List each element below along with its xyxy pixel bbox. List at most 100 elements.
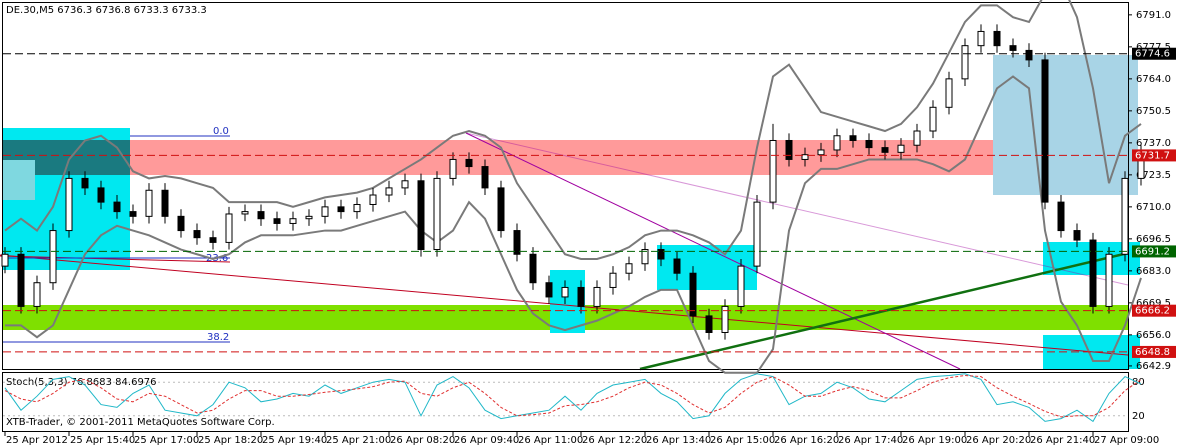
candle-body xyxy=(529,253,537,284)
x-tick-label: 25 Apr 15:40 xyxy=(70,435,135,446)
level-label: 6648.8 xyxy=(1135,347,1170,358)
candle-body xyxy=(1073,230,1081,241)
level-label: 6666.2 xyxy=(1135,306,1170,317)
candle-body xyxy=(545,282,553,298)
candle-body xyxy=(609,272,617,288)
candle-body xyxy=(321,206,329,217)
candle-body xyxy=(785,139,793,160)
candle-body xyxy=(33,282,41,307)
y-tick-label: 6777.5 xyxy=(1136,42,1171,53)
level-label: 6731.7 xyxy=(1135,150,1170,161)
candle-body xyxy=(513,230,521,255)
x-tick-label: 26 Apr 13:40 xyxy=(646,435,711,446)
candle-body xyxy=(241,211,249,215)
bollinger-band xyxy=(4,0,1142,261)
x-tick-label: 26 Apr 08:20 xyxy=(390,435,455,446)
candle-body xyxy=(1,253,9,267)
candle-body xyxy=(449,158,457,179)
candle-body xyxy=(1041,59,1049,203)
level-label: 6774.6 xyxy=(1135,49,1170,60)
candle-body xyxy=(401,180,409,189)
x-tick-label: 25 Apr 17:00 xyxy=(134,435,199,446)
stoch-pane-frame xyxy=(2,372,1129,432)
candle-body xyxy=(769,139,777,203)
y-tick-label: 6764.0 xyxy=(1136,74,1171,85)
candle-body xyxy=(369,194,377,205)
x-tick-label: 25 Apr 2012 xyxy=(6,435,68,446)
candle-body xyxy=(17,253,25,307)
level-label-box xyxy=(1132,345,1176,358)
candle-body xyxy=(1057,201,1065,232)
stoch-line xyxy=(4,373,1142,423)
candle-body xyxy=(817,149,825,156)
candle-body xyxy=(129,211,137,217)
candle-body xyxy=(289,218,297,224)
candle-body xyxy=(881,147,889,153)
credit: XTB-Trader, © 2001-2011 MetaQuotes Softw… xyxy=(6,417,275,428)
candle-body xyxy=(897,144,905,153)
candle-body xyxy=(577,286,585,307)
y-tick-label: 6669.5 xyxy=(1136,298,1171,309)
candle-body xyxy=(673,258,681,274)
candle-body xyxy=(257,211,265,220)
candle-body xyxy=(689,272,697,317)
x-tick-label: 26 Apr 17:40 xyxy=(838,435,903,446)
x-tick-label: 26 Apr 19:00 xyxy=(902,435,967,446)
candle-body xyxy=(993,30,1001,47)
candle-body xyxy=(161,189,169,217)
y-tick-label: 6737.0 xyxy=(1136,138,1171,149)
candle-body xyxy=(481,166,489,189)
candle-body xyxy=(849,135,857,141)
candle-body xyxy=(961,45,969,80)
chart-title: DE.30,M5 6736.3 6736.8 6733.3 6733.3 xyxy=(6,5,207,16)
trend-line xyxy=(0,254,1129,356)
resistance-zone xyxy=(130,140,1128,175)
candle-body xyxy=(97,187,105,203)
x-tick-label: 26 Apr 21:40 xyxy=(1030,435,1095,446)
candle-body xyxy=(177,215,185,232)
candle-body xyxy=(337,206,345,213)
y-tick-label: 6683.0 xyxy=(1136,266,1171,277)
bollinger-band xyxy=(5,75,1142,374)
fib-label: 38.2 xyxy=(207,332,229,343)
candle-body xyxy=(65,177,73,232)
candle-body xyxy=(945,78,953,108)
level-label-box xyxy=(1132,47,1176,60)
candle-body xyxy=(929,106,937,132)
candle-body xyxy=(1089,239,1097,307)
candle-body xyxy=(1121,177,1129,255)
candle-body xyxy=(913,130,921,146)
y-tick-label: 6656.0 xyxy=(1136,330,1171,341)
x-tick-label: 26 Apr 16:20 xyxy=(774,435,839,446)
stoch-line xyxy=(4,374,1142,418)
y-tick-label: 6696.5 xyxy=(1136,234,1171,245)
candle-body xyxy=(977,30,985,47)
x-tick-label: 26 Apr 20:20 xyxy=(966,435,1031,446)
candle-body xyxy=(753,201,761,267)
candle-body xyxy=(305,215,313,220)
x-tick-label: 26 Apr 15:00 xyxy=(710,435,775,446)
y-tick-label: 6750.5 xyxy=(1136,106,1171,117)
level-label: 6691.2 xyxy=(1135,246,1170,257)
stoch-tick-label: 20 xyxy=(1132,411,1145,422)
candle-body xyxy=(1105,253,1113,307)
target-box xyxy=(993,55,1138,195)
trend-line xyxy=(0,255,231,263)
y-tick-label: 6791.0 xyxy=(1136,10,1171,21)
x-tick-label: 25 Apr 19:40 xyxy=(262,435,327,446)
candle-body xyxy=(81,177,89,189)
candle-body xyxy=(433,177,441,251)
candle-body xyxy=(497,187,505,232)
candle-body xyxy=(353,203,361,213)
candle-body xyxy=(625,263,633,274)
x-tick-label: 26 Apr 09:40 xyxy=(454,435,519,446)
candle-body xyxy=(1025,49,1033,61)
candle-body xyxy=(49,230,57,284)
candle-body xyxy=(833,135,841,151)
candle-body xyxy=(1009,45,1017,51)
candle-body xyxy=(209,237,217,243)
x-tick-label: 27 Apr 09:00 xyxy=(1094,435,1159,446)
x-tick-label: 26 Apr 12:20 xyxy=(582,435,647,446)
level-label-box xyxy=(1132,245,1176,258)
